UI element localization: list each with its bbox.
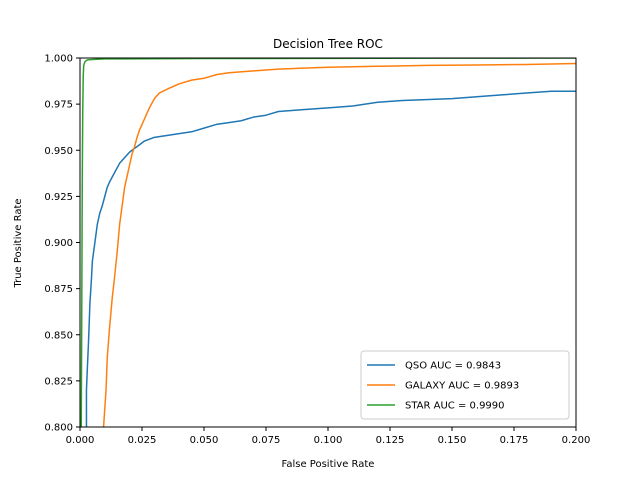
legend-entry: STAR AUC = 0.9990	[405, 401, 505, 412]
y-tick-label: 0.975	[44, 100, 73, 111]
y-tick-label: 1.000	[44, 54, 73, 65]
y-tick-label: 0.875	[44, 284, 73, 295]
y-tick-label: 0.950	[44, 146, 73, 157]
legend-entry: QSO AUC = 0.9843	[405, 361, 501, 372]
chart-title: Decision Tree ROC	[273, 37, 383, 51]
legend: QSO AUC = 0.9843 GALAXY AUC = 0.9893 STAR …	[360, 350, 570, 420]
x-tick-label: 0.200	[562, 435, 591, 446]
x-tick-label: 0.000	[66, 435, 95, 446]
y-axis-label: True Positive Rate	[13, 198, 24, 288]
x-tick-label: 0.100	[314, 435, 343, 446]
x-tick-label: 0.175	[500, 435, 529, 446]
legend-entry: GALAXY AUC = 0.9893	[405, 381, 519, 392]
y-tick-label: 0.800	[44, 423, 73, 434]
x-tick-label: 0.050	[190, 435, 219, 446]
legend-box	[360, 350, 570, 420]
series-line-0	[85, 90, 576, 427]
series-line-1	[102, 62, 576, 427]
y-axis-ticks: 0.800 0.825 0.850 0.875 0.900 0.925 0.950 0.975…	[44, 54, 80, 434]
x-tick-label: 0.075	[252, 435, 281, 446]
x-axis-label: False Positive Rate	[282, 459, 375, 470]
x-tick-label: 0.150	[438, 435, 467, 446]
y-tick-label: 0.825	[44, 376, 73, 387]
y-tick-label: 0.850	[44, 330, 73, 341]
x-tick-label: 0.125	[376, 435, 405, 446]
x-axis-ticks: 0.000 0.025 0.050 0.075 0.100 0.125 0.150 0.175…	[66, 427, 591, 446]
y-tick-label: 0.925	[44, 192, 73, 203]
x-tick-label: 0.025	[128, 435, 157, 446]
y-tick-label: 0.900	[44, 238, 73, 249]
